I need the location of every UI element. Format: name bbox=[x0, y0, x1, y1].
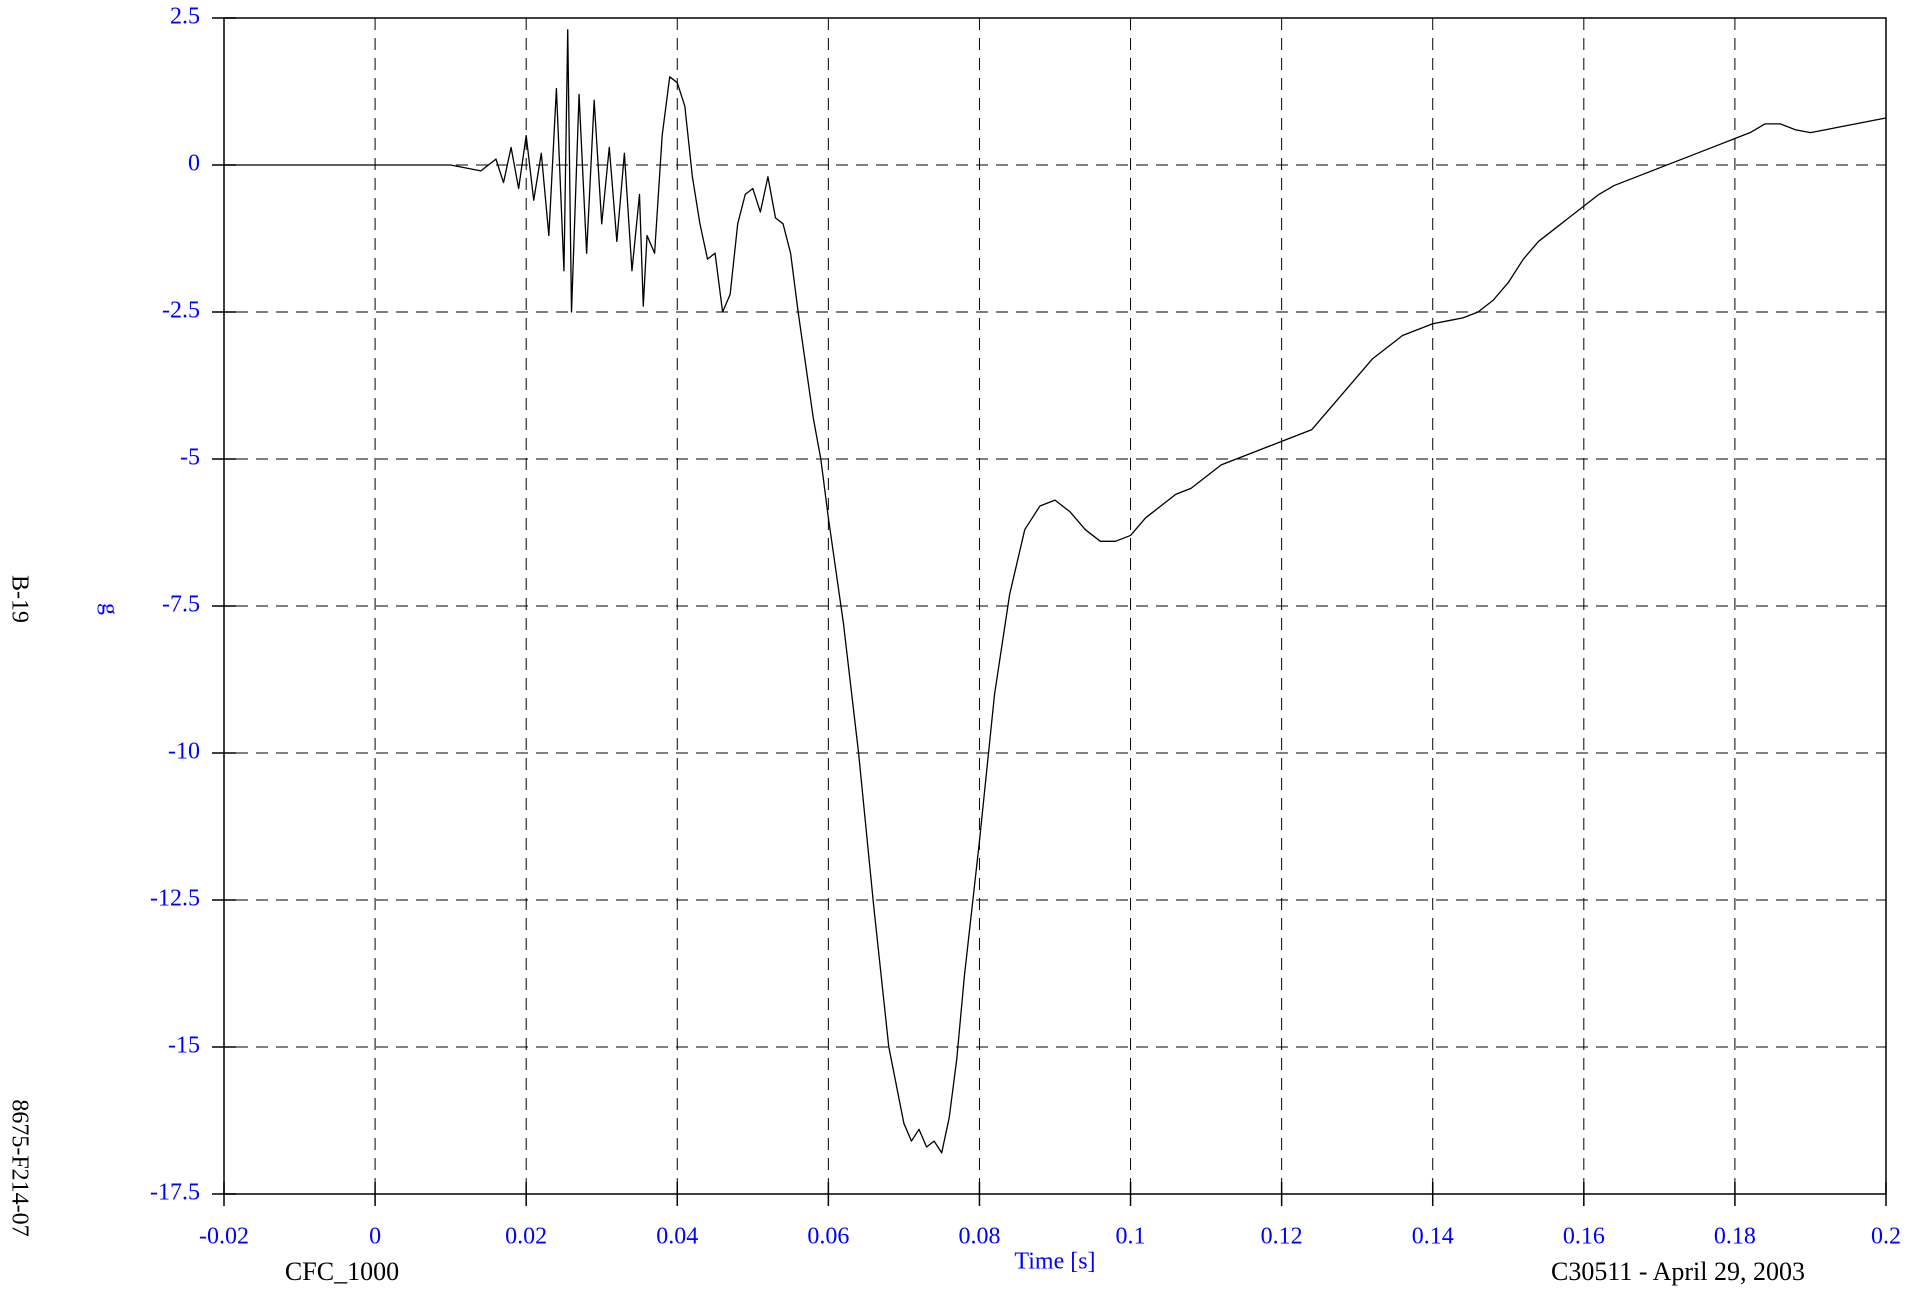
x-axis-label: Time [s] bbox=[1014, 1249, 1095, 1275]
x-tick-label: 0.08 bbox=[958, 1224, 1000, 1250]
x-tick-label: 0.06 bbox=[807, 1224, 849, 1250]
y-tick-label: -17.5 bbox=[150, 1180, 200, 1206]
x-tick-label: 0.02 bbox=[505, 1224, 547, 1250]
footer-right: C30511 - April 29, 2003 bbox=[1551, 1257, 1805, 1286]
y-axis-label: g bbox=[96, 603, 122, 615]
footer-left: CFC_1000 bbox=[285, 1257, 399, 1286]
left-label-bottom: 8675-F214-07 bbox=[6, 1099, 32, 1236]
y-tick-label: 2.5 bbox=[170, 4, 200, 30]
y-tick-label: -5 bbox=[180, 445, 200, 471]
x-tick-label: 0.12 bbox=[1261, 1224, 1303, 1250]
x-tick-label: 0.14 bbox=[1412, 1224, 1454, 1250]
y-tick-label: -2.5 bbox=[162, 298, 200, 324]
x-tick-label: 0.04 bbox=[656, 1224, 698, 1250]
x-tick-label: 0.2 bbox=[1871, 1224, 1901, 1250]
y-tick-label: -15 bbox=[168, 1033, 200, 1059]
x-tick-label: 0 bbox=[369, 1224, 381, 1250]
x-tick-label: 0.1 bbox=[1116, 1224, 1146, 1250]
x-tick-label: -0.02 bbox=[199, 1224, 249, 1250]
y-tick-label: 0 bbox=[188, 151, 200, 177]
y-tick-label: -10 bbox=[168, 739, 200, 765]
left-label-top: B-19 bbox=[6, 575, 32, 623]
x-tick-label: 0.16 bbox=[1563, 1224, 1605, 1250]
data-line bbox=[224, 29, 1887, 1154]
y-tick-label: -7.5 bbox=[162, 592, 200, 618]
x-tick-label: 0.18 bbox=[1714, 1224, 1756, 1250]
y-tick-label: -12.5 bbox=[150, 886, 200, 912]
